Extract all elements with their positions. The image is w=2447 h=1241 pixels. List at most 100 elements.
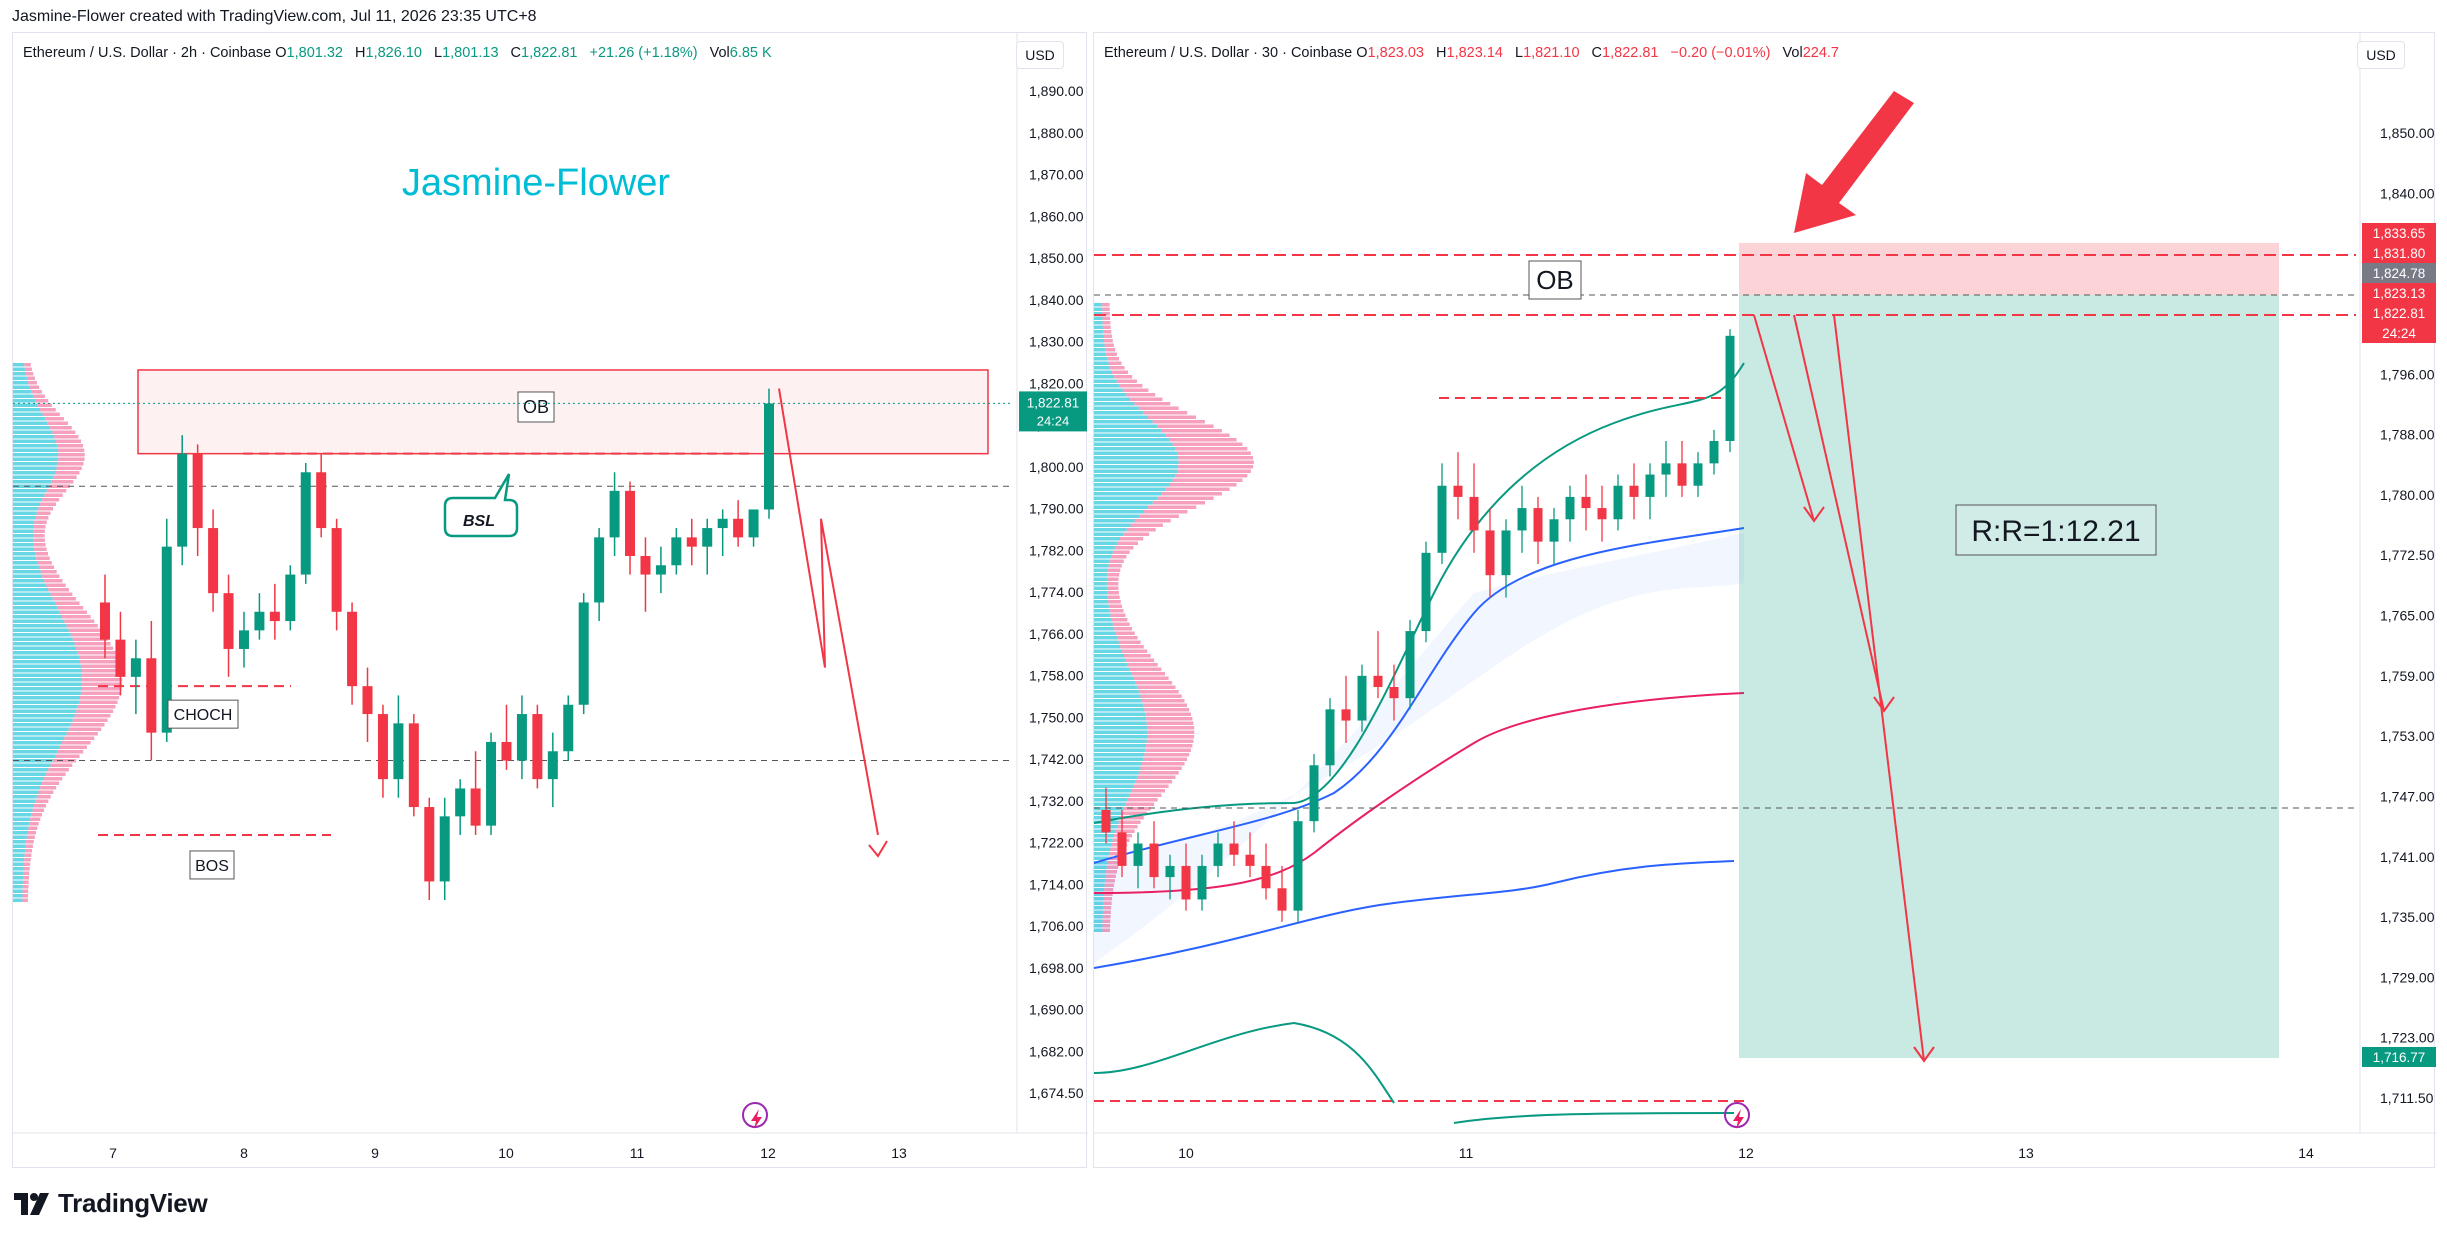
- volume-profile-bar: [1094, 798, 1128, 802]
- candle-body: [625, 490, 636, 556]
- volume-profile-bar: [1094, 348, 1106, 352]
- volume-profile-bar: [1094, 312, 1103, 316]
- volume-profile-bar: [13, 844, 26, 848]
- volume-profile-bar: [1103, 334, 1112, 338]
- volume-profile-bar: [13, 615, 63, 619]
- volume-profile-bar: [58, 448, 85, 452]
- candle-body: [269, 611, 280, 622]
- volume-profile-bar: [1140, 694, 1182, 698]
- volume-profile-bar: [1107, 577, 1119, 581]
- volume-profile-bar: [1146, 739, 1194, 743]
- choch-label-box: [167, 699, 239, 729]
- price-tick-label: 1,830.00: [1029, 334, 1084, 350]
- volume-profile-bar: [1147, 730, 1195, 734]
- candle-body: [733, 518, 744, 538]
- currency-button[interactable]: USD: [2357, 41, 2405, 69]
- volume-profile-bar: [1102, 316, 1111, 320]
- volume-profile-bar: [1094, 325, 1103, 329]
- volume-profile-bar: [1120, 537, 1144, 541]
- chart-pane-2h[interactable]: Ethereum / U.S. Dollar · 2h · Coinbase O…: [12, 32, 1088, 1169]
- volume-profile-bar: [80, 691, 121, 695]
- volume-profile-bar: [70, 723, 105, 727]
- volume-profile-bar: [13, 660, 81, 664]
- volume-profile-bar: [1144, 753, 1190, 757]
- volume-profile-bar: [13, 696, 81, 700]
- volume-profile-bar: [13, 610, 60, 614]
- candle-body: [1421, 552, 1431, 632]
- bos-label: BOS: [195, 858, 229, 875]
- volume-profile-bar: [1094, 330, 1104, 334]
- volume-profile-bar: [32, 808, 44, 812]
- volume-profile-bar: [50, 592, 73, 596]
- volume-profile-bar: [13, 628, 69, 632]
- candle-body: [1293, 821, 1303, 911]
- volume-profile-bar: [13, 421, 48, 425]
- volume-profile-bar: [1115, 631, 1135, 635]
- volume-profile-bar: [1094, 321, 1103, 325]
- time-tick-label: 10: [498, 1145, 514, 1161]
- candle-body: [1165, 865, 1175, 878]
- volume-profile-bar: [13, 619, 65, 623]
- volume-profile-bar: [53, 475, 77, 479]
- candle-body: [1549, 519, 1559, 542]
- volume-profile-bar: [13, 727, 69, 731]
- volume-profile-bar: [35, 399, 49, 403]
- volume-profile-bar: [28, 826, 38, 830]
- volume-profile-bar: [13, 813, 32, 817]
- price-tick-label: 1,774.00: [1029, 584, 1084, 600]
- replay-icon-bolt: [1733, 1109, 1744, 1129]
- volume-profile-bar: [1094, 582, 1107, 586]
- currency-button[interactable]: USD: [1016, 41, 1064, 69]
- chart-canvas-30m[interactable]: 1,850.001,840.001,812.001,804.001,796.00…: [1094, 33, 2436, 1169]
- price-tick-label: 1,782.00: [1029, 542, 1084, 558]
- rr-label-box: [1955, 504, 2157, 556]
- volume-profile-bar: [74, 714, 111, 718]
- tradingview-logo[interactable]: TradingView: [14, 1188, 208, 1219]
- price-tag: [2362, 223, 2436, 243]
- volume-profile-bar: [1094, 676, 1134, 680]
- time-tick-label: 11: [630, 1145, 645, 1161]
- ob-label-box: [1528, 260, 1582, 300]
- volume-profile-bar: [1169, 438, 1237, 442]
- candle-body: [764, 403, 774, 510]
- volume-profile-bar: [13, 840, 27, 844]
- volume-profile-bar: [1108, 856, 1122, 860]
- volume-profile-bar: [13, 826, 29, 830]
- candle-body: [578, 602, 589, 705]
- candle-body: [161, 546, 172, 733]
- price-tag: [2362, 1047, 2436, 1067]
- volume-profile-bar: [35, 799, 49, 803]
- volume-profile-bar: [1094, 613, 1111, 617]
- volume-profile-bar: [13, 471, 55, 475]
- volume-profile-bar: [1130, 397, 1163, 401]
- rr-label: R:R=1:12.21: [1971, 515, 2140, 548]
- volume-profile-bar: [1102, 924, 1111, 928]
- volume-profile-bar: [1094, 757, 1144, 761]
- candle-body: [1485, 530, 1495, 576]
- price-tick-label: 1,698.00: [1029, 960, 1084, 976]
- candle-body: [655, 565, 666, 575]
- volume-profile-bar: [33, 534, 45, 538]
- chart-pane-30m[interactable]: Ethereum / U.S. Dollar · 30 · Coinbase O…: [1093, 32, 2436, 1169]
- volume-profile-bar: [1102, 312, 1110, 316]
- candle-body: [1245, 854, 1255, 866]
- volume-profile-bar: [13, 583, 47, 587]
- volume-profile-bar: [1117, 825, 1138, 829]
- open-value: 1,801.32: [286, 45, 343, 61]
- volume-profile-bar: [1134, 519, 1171, 523]
- volume-value: 6.85 K: [729, 45, 772, 61]
- volume-profile-bar: [1112, 622, 1130, 626]
- volume-profile-bar: [1094, 883, 1105, 887]
- volume-profile-bar: [1105, 879, 1115, 883]
- volume-profile-bar: [25, 849, 33, 853]
- volume-profile-bar: [1094, 357, 1108, 361]
- candle-body: [640, 555, 651, 575]
- chart-canvas-2h[interactable]: 1,890.00 1,880.00 1,870.00 1,860.00 1,850.00…: [13, 33, 1088, 1169]
- volume-profile-bar: [1137, 685, 1176, 689]
- volume-profile-bar: [1094, 897, 1104, 901]
- volume-profile-bar: [58, 457, 85, 461]
- price-tick-label: 1,796.00: [2380, 366, 2435, 382]
- volume-profile-bar: [1094, 361, 1109, 365]
- price-tag-value: 1,831.80: [2373, 246, 2426, 261]
- volume-profile-bar: [1114, 375, 1133, 379]
